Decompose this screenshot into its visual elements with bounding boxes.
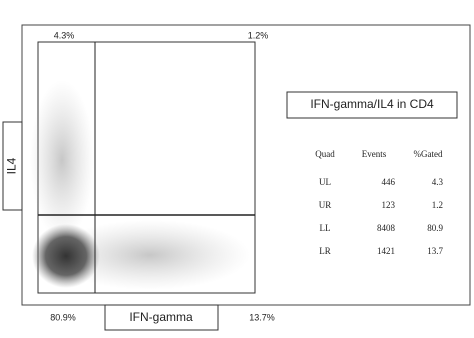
x-axis-label: IFN-gamma <box>129 310 193 324</box>
axis-label-box <box>104 304 219 331</box>
table-cell: UL <box>319 177 331 187</box>
legend-title: IFN-gamma/IL4 in CD4 <box>310 97 434 111</box>
table-cell: 1421 <box>377 246 395 256</box>
table-cell: UR <box>319 200 332 210</box>
stats-table: Quad Events %Gated UL 446 4.3 UR 123 1.2 LL 8408 80… <box>315 149 443 256</box>
quadrant-percent: 4.3% <box>54 30 75 40</box>
event-density <box>30 80 250 290</box>
axis-label-box <box>2 121 23 211</box>
table-header: %Gated <box>414 149 443 159</box>
table-header: Quad <box>315 149 335 159</box>
y-axis-label: IL4 <box>5 157 19 174</box>
density-cloud <box>50 220 250 290</box>
quadrant-percent: 1.2% <box>248 30 269 40</box>
table-header: Events <box>362 149 387 159</box>
table-cell: 80.9 <box>427 223 443 233</box>
table-cell: 4.3 <box>432 177 444 187</box>
table-cell: 446 <box>382 177 396 187</box>
density-cloud <box>32 224 100 288</box>
table-cell: 8408 <box>377 223 396 233</box>
table-cell: 13.7 <box>427 246 443 256</box>
legend-title-box <box>286 91 458 119</box>
quadrant-percent: 13.7% <box>249 312 275 322</box>
table-cell: 123 <box>382 200 396 210</box>
density-cloud <box>30 80 94 240</box>
quadrant-percent: 80.9% <box>50 312 76 322</box>
table-cell: 1.2 <box>432 200 443 210</box>
table-cell: LR <box>319 246 331 256</box>
table-cell: LL <box>320 223 331 233</box>
